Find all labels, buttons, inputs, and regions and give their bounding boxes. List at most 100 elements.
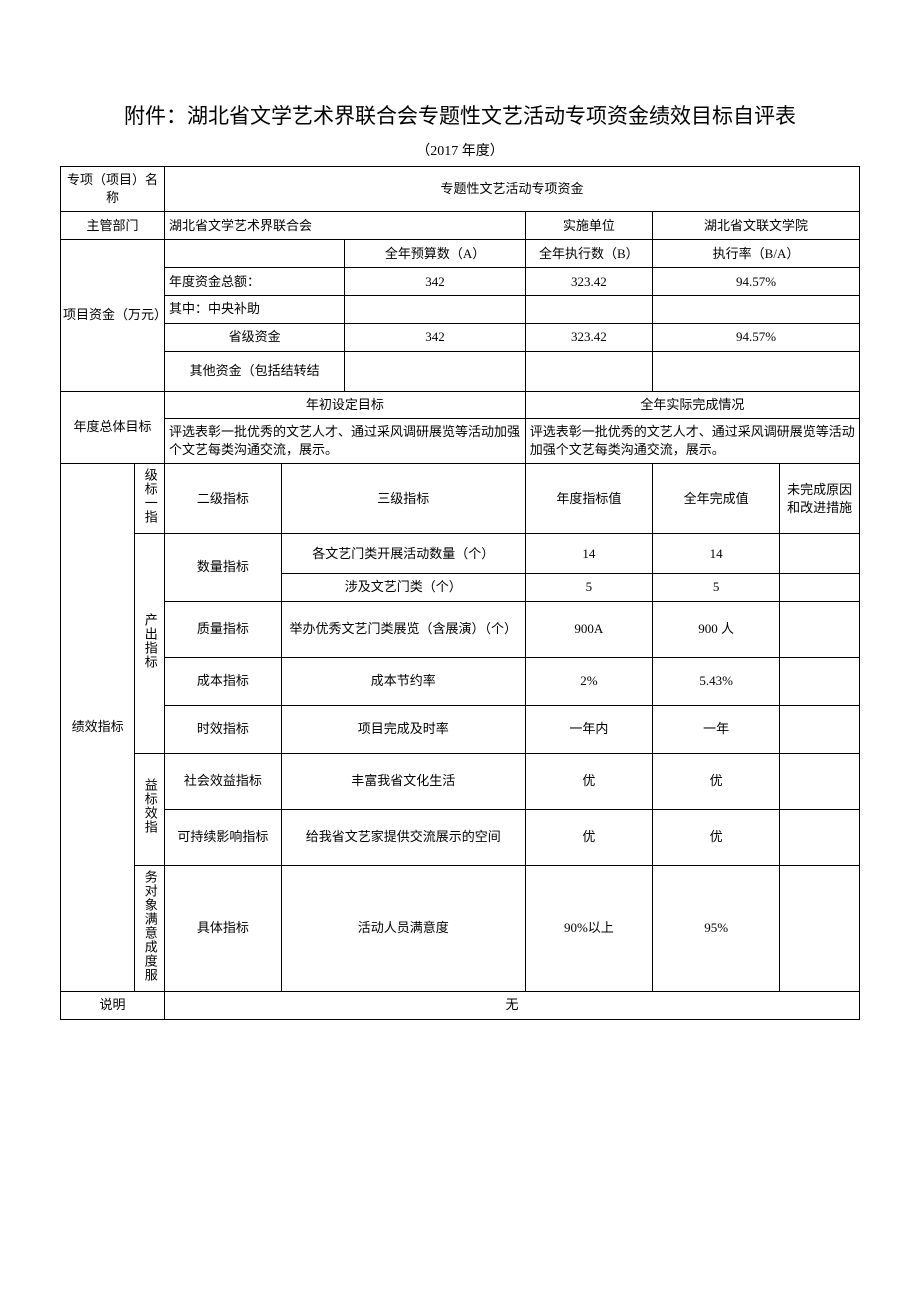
target-cell: 14: [525, 534, 652, 574]
actual-cell: 14: [653, 534, 780, 574]
actual-cell: 优: [653, 753, 780, 809]
lv3-cell: 活动人员满意度: [281, 865, 525, 991]
project-name: 专题性文艺活动专项资金: [164, 167, 859, 212]
target-cell: 2%: [525, 657, 652, 705]
table-row: 主管部门 湖北省文学艺术界联合会 实施单位 湖北省文联文学院: [61, 212, 860, 240]
table-row: 省级资金 342 323.42 94.57%: [61, 323, 860, 351]
lv2-cell: 成本指标: [164, 657, 281, 705]
reason-cell: [780, 574, 860, 601]
perf-label: 绩效指标: [61, 464, 135, 992]
cell-blank: [345, 351, 525, 391]
lv3-cell: 成本节约率: [281, 657, 525, 705]
lv2-cell: 可持续影响指标: [164, 809, 281, 865]
lv2-cell: 质量指标: [164, 601, 281, 657]
target-cell: 90%以上: [525, 865, 652, 991]
lv2-cell: 数量指标: [164, 534, 281, 601]
table-row: 其他资金（包括结转结: [61, 351, 860, 391]
table-row: 专项（项目）名称 专题性文艺活动专项资金: [61, 167, 860, 212]
table-row: 绩效指标 级标一指 二级指标 三级指标 年度指标值 全年完成值 未完成原因和改进…: [61, 464, 860, 534]
lv3-cell: 涉及文艺门类（个）: [281, 574, 525, 601]
goal-actual-text: 评选表彰一批优秀的文艺人才、通过采风调研展览等活动加强个文艺每类沟通交流，展示。: [525, 418, 859, 463]
cell-blank: [653, 296, 860, 323]
reason-cell: [780, 865, 860, 991]
lv2-cell: 时效指标: [164, 705, 281, 753]
goal-label: 年度总体目标: [61, 391, 165, 464]
goal-set-header: 年初设定目标: [164, 391, 525, 418]
table-row: 可持续影响指标 给我省文艺家提供交流展示的空间 优 优: [61, 809, 860, 865]
table-row: 评选表彰一批优秀的文艺人才、通过采风调研展览等活动加强个文艺每类沟通交流，展示。…: [61, 418, 860, 463]
note-text: 无: [164, 991, 859, 1019]
actual-label: 全年完成值: [653, 464, 780, 534]
cell-blank: [525, 351, 652, 391]
table-row: 时效指标 项目完成及时率 一年内 一年: [61, 705, 860, 753]
exec-header: 全年执行数（B）: [525, 240, 652, 268]
lv3-cell: 举办优秀文艺门类展览（含展演）（个）: [281, 601, 525, 657]
lv3-label: 三级指标: [281, 464, 525, 534]
lv2-label: 二级指标: [164, 464, 281, 534]
table-row: 年度总体目标 年初设定目标 全年实际完成情况: [61, 391, 860, 418]
target-label: 年度指标值: [525, 464, 652, 534]
rate-header: 执行率（B/A）: [653, 240, 860, 268]
lv2-cell: 社会效益指标: [164, 753, 281, 809]
prov-rate: 94.57%: [653, 323, 860, 351]
actual-cell: 95%: [653, 865, 780, 991]
table-row: 说明 无: [61, 991, 860, 1019]
target-cell: 一年内: [525, 705, 652, 753]
evaluation-table: 专项（项目）名称 专题性文艺活动专项资金 主管部门 湖北省文学艺术界联合会 实施…: [60, 166, 860, 1020]
note-label: 说明: [61, 991, 165, 1019]
actual-cell: 5.43%: [653, 657, 780, 705]
benefit-label: 益标效指: [135, 753, 165, 865]
table-row: 益标效指 社会效益指标 丰富我省文化生活 优 优: [61, 753, 860, 809]
central-sub-label: 其中：中央补助: [164, 296, 344, 323]
page-subtitle: （2017 年度）: [60, 140, 860, 160]
target-cell: 900A: [525, 601, 652, 657]
reason-cell: [780, 705, 860, 753]
target-cell: 5: [525, 574, 652, 601]
actual-cell: 一年: [653, 705, 780, 753]
reason-label: 未完成原因和改进措施: [780, 464, 860, 534]
lv1-label: 级标一指: [135, 464, 165, 534]
benefit-label-text: 益标效指: [141, 778, 159, 834]
table-row: 务对象满意成度服 具体指标 活动人员满意度 90%以上 95%: [61, 865, 860, 991]
goal-actual-header: 全年实际完成情况: [525, 391, 859, 418]
satisfy-label: 务对象满意成度服: [135, 865, 165, 991]
dept-value: 湖北省文学艺术界联合会: [164, 212, 525, 240]
prov-fund-label: 省级资金: [164, 323, 344, 351]
cell-blank: [345, 296, 525, 323]
cell-blank: [653, 351, 860, 391]
project-name-label: 专项（项目）名称: [61, 167, 165, 212]
lv1-label-text: 级标一指: [141, 468, 159, 524]
lv3-cell: 各文艺门类开展活动数量（个）: [281, 534, 525, 574]
reason-cell: [780, 534, 860, 574]
lv3-cell: 项目完成及时率: [281, 705, 525, 753]
prov-exec: 323.42: [525, 323, 652, 351]
table-row: 年度资金总额： 342 323.42 94.57%: [61, 268, 860, 296]
total-exec: 323.42: [525, 268, 652, 296]
table-row: 产出指标 数量指标 各文艺门类开展活动数量（个） 14 14: [61, 534, 860, 574]
table-row: 其中：中央补助: [61, 296, 860, 323]
annual-total-label: 年度资金总额：: [164, 268, 344, 296]
output-label-text: 产出指标: [141, 613, 159, 669]
cell-blank: [525, 296, 652, 323]
prov-budget: 342: [345, 323, 525, 351]
other-fund-label: 其他资金（包括结转结: [164, 351, 344, 391]
impl-unit-label: 实施单位: [525, 212, 652, 240]
output-label: 产出指标: [135, 534, 165, 753]
actual-cell: 5: [653, 574, 780, 601]
target-cell: 优: [525, 753, 652, 809]
table-row: 成本指标 成本节约率 2% 5.43%: [61, 657, 860, 705]
fund-label: 项目资金（万元）: [61, 240, 165, 391]
lv3-cell: 丰富我省文化生活: [281, 753, 525, 809]
actual-cell: 优: [653, 809, 780, 865]
table-row: 项目资金（万元） 全年预算数（A） 全年执行数（B） 执行率（B/A）: [61, 240, 860, 268]
reason-cell: [780, 809, 860, 865]
total-budget: 342: [345, 268, 525, 296]
lv2-cell: 具体指标: [164, 865, 281, 991]
impl-unit-value: 湖北省文联文学院: [653, 212, 860, 240]
cell-blank: [164, 240, 344, 268]
reason-cell: [780, 601, 860, 657]
reason-cell: [780, 657, 860, 705]
reason-cell: [780, 753, 860, 809]
total-rate: 94.57%: [653, 268, 860, 296]
dept-label: 主管部门: [61, 212, 165, 240]
